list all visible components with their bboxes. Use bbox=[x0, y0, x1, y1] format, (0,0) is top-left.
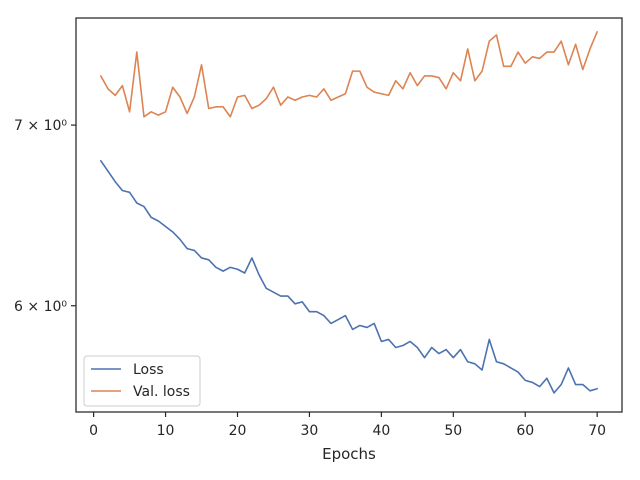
x-axis: 0 10 20 30 40 50 60 70 bbox=[89, 412, 606, 439]
x-tick-label: 0 bbox=[89, 423, 98, 439]
x-tick-label: 30 bbox=[301, 423, 319, 439]
y-axis: 6 × 10⁰ 7 × 10⁰ bbox=[14, 118, 76, 315]
legend[interactable]: Loss Val. loss bbox=[83, 355, 201, 407]
y-tick-label: 6 × 10⁰ bbox=[14, 299, 67, 315]
x-tick-label: 20 bbox=[229, 423, 247, 439]
y-tick-label: 7 × 10⁰ bbox=[14, 118, 67, 134]
series-line-val-loss bbox=[100, 31, 598, 118]
plot-frame bbox=[75, 17, 623, 413]
legend-label-loss: Loss bbox=[133, 362, 164, 378]
series-layer bbox=[100, 31, 598, 394]
x-tick-label: 40 bbox=[372, 423, 390, 439]
x-tick-label: 60 bbox=[516, 423, 534, 439]
x-tick-label: 10 bbox=[157, 423, 175, 439]
x-tick-label: 70 bbox=[588, 423, 606, 439]
legend-label-val-loss: Val. loss bbox=[133, 384, 190, 400]
series-line-loss bbox=[100, 160, 598, 394]
x-axis-label: Epochs bbox=[322, 445, 376, 463]
x-tick-label: 50 bbox=[444, 423, 462, 439]
